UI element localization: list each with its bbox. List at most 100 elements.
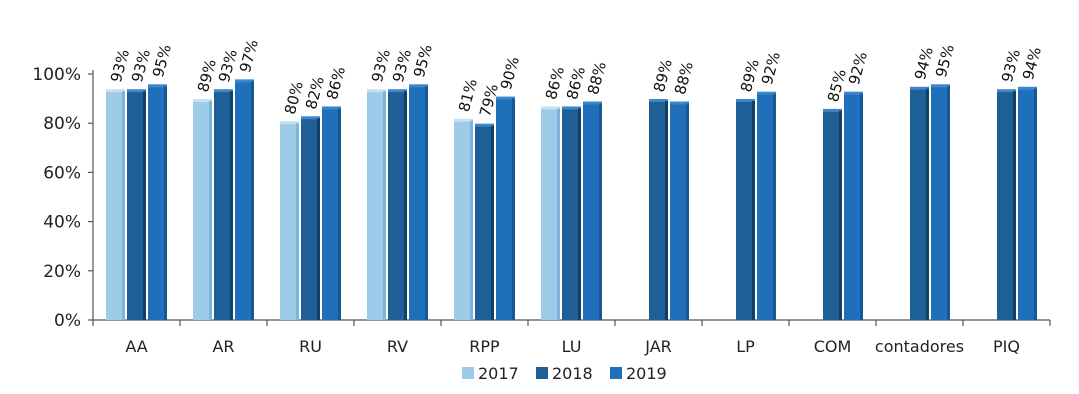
bar-top-face <box>475 123 494 127</box>
bar-body <box>235 81 254 320</box>
bar-body <box>736 101 755 320</box>
bar <box>583 101 602 321</box>
bar-top-face <box>997 89 1016 93</box>
bar-body <box>280 123 299 320</box>
x-category-label: RPP <box>469 337 500 356</box>
data-label: 94% <box>911 45 937 82</box>
bar-top-face <box>736 99 755 103</box>
bar-top-face <box>670 101 689 105</box>
bar-top-face <box>280 121 299 125</box>
bar <box>235 79 254 320</box>
bar-body <box>562 108 581 320</box>
x-category-label: COM <box>814 337 852 356</box>
bar <box>496 96 515 320</box>
bar-side-face <box>338 108 341 320</box>
x-category-label: LP <box>736 337 755 356</box>
bar-side-face <box>773 93 776 321</box>
x-category-label: contadores <box>875 337 964 356</box>
x-category-label: RV <box>387 337 408 356</box>
bar-side-face <box>1013 91 1016 320</box>
bar-body <box>301 118 320 320</box>
bar-body <box>454 120 473 321</box>
bar-body <box>388 91 407 320</box>
bar-top-face <box>127 89 146 93</box>
bar <box>844 91 863 321</box>
bar-side-face <box>209 101 212 320</box>
bar <box>367 89 386 320</box>
bar-top-face <box>844 91 863 95</box>
bar-body <box>193 101 212 320</box>
bar-body <box>670 103 689 321</box>
bar-side-face <box>557 108 560 320</box>
bar-top-face <box>562 106 581 110</box>
x-category-label: AA <box>125 337 147 356</box>
bar <box>388 89 407 320</box>
y-tick-label: 100% <box>32 65 81 85</box>
bar-side-face <box>599 103 602 321</box>
data-label: 86% <box>323 65 349 102</box>
bar-side-face <box>860 93 863 321</box>
bar-side-face <box>383 91 386 320</box>
bar-side-face <box>122 91 125 320</box>
bar-side-face <box>230 91 233 320</box>
data-label: 90% <box>497 55 523 92</box>
bar-top-face <box>148 84 167 88</box>
bar <box>127 89 146 320</box>
bar-side-face <box>665 101 668 320</box>
bar <box>475 123 494 320</box>
y-tick-label: 80% <box>43 114 81 134</box>
bar-side-face <box>686 103 689 321</box>
bar-side-face <box>1034 88 1037 320</box>
legend-swatch <box>462 367 474 379</box>
x-category-label: PIQ <box>993 337 1020 356</box>
bar <box>670 101 689 321</box>
bar-top-face <box>454 118 473 122</box>
bar-side-face <box>404 91 407 320</box>
bar <box>649 99 668 320</box>
bar-top-face <box>931 84 950 88</box>
bar-top-face <box>214 89 233 93</box>
legend-item: 2017 <box>462 364 519 383</box>
data-label: 93% <box>998 47 1024 84</box>
bar-top-face <box>583 101 602 105</box>
data-label: 95% <box>410 42 436 79</box>
bar-top-face <box>106 89 125 93</box>
bar-body <box>127 91 146 320</box>
bar-layer <box>106 79 1037 321</box>
bar <box>280 121 299 320</box>
bar <box>910 86 929 320</box>
bar-side-face <box>512 98 515 320</box>
bar-top-face <box>910 86 929 90</box>
bar-body <box>148 86 167 320</box>
bar <box>757 91 776 321</box>
bar-body <box>583 103 602 321</box>
data-label: 80% <box>281 79 307 116</box>
bar-side-face <box>578 108 581 320</box>
bar-body <box>496 98 515 320</box>
bar-side-face <box>143 91 146 320</box>
bar <box>736 99 755 320</box>
bar-body <box>409 86 428 320</box>
bar-top-face <box>1018 86 1037 90</box>
x-category-label: RU <box>299 337 322 356</box>
bar-side-face <box>317 118 320 320</box>
bar-body <box>367 91 386 320</box>
legend-swatch <box>610 367 622 379</box>
bar <box>997 89 1016 320</box>
bar-body <box>1018 88 1037 320</box>
bar-top-face <box>409 84 428 88</box>
data-label: 95% <box>149 42 175 79</box>
axis-layer: 0% 20% 40% 60% 80% 100% AA AR RU RV RPP LU JAR LP COM c… <box>32 65 1051 356</box>
bar-side-face <box>491 125 494 320</box>
bar-top-face <box>823 108 842 112</box>
bar-body <box>106 91 125 320</box>
bar-top-face <box>301 116 320 120</box>
bar-side-face <box>251 81 254 320</box>
bar-side-face <box>752 101 755 320</box>
bar-body <box>757 93 776 321</box>
bar-top-face <box>757 91 776 95</box>
legend-item: 2019 <box>610 364 667 383</box>
y-tick-label: 40% <box>43 213 81 233</box>
